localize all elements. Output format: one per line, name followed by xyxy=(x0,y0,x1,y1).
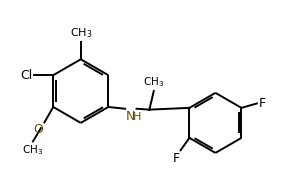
Text: F: F xyxy=(259,97,266,110)
Text: F: F xyxy=(173,152,180,165)
Text: CH$_3$: CH$_3$ xyxy=(22,143,44,157)
Text: O: O xyxy=(33,123,43,136)
Text: Cl: Cl xyxy=(20,69,32,82)
Text: CH$_3$: CH$_3$ xyxy=(143,75,164,89)
Text: CH$_3$: CH$_3$ xyxy=(69,26,92,40)
Text: N: N xyxy=(126,110,135,123)
Text: H: H xyxy=(133,112,141,122)
